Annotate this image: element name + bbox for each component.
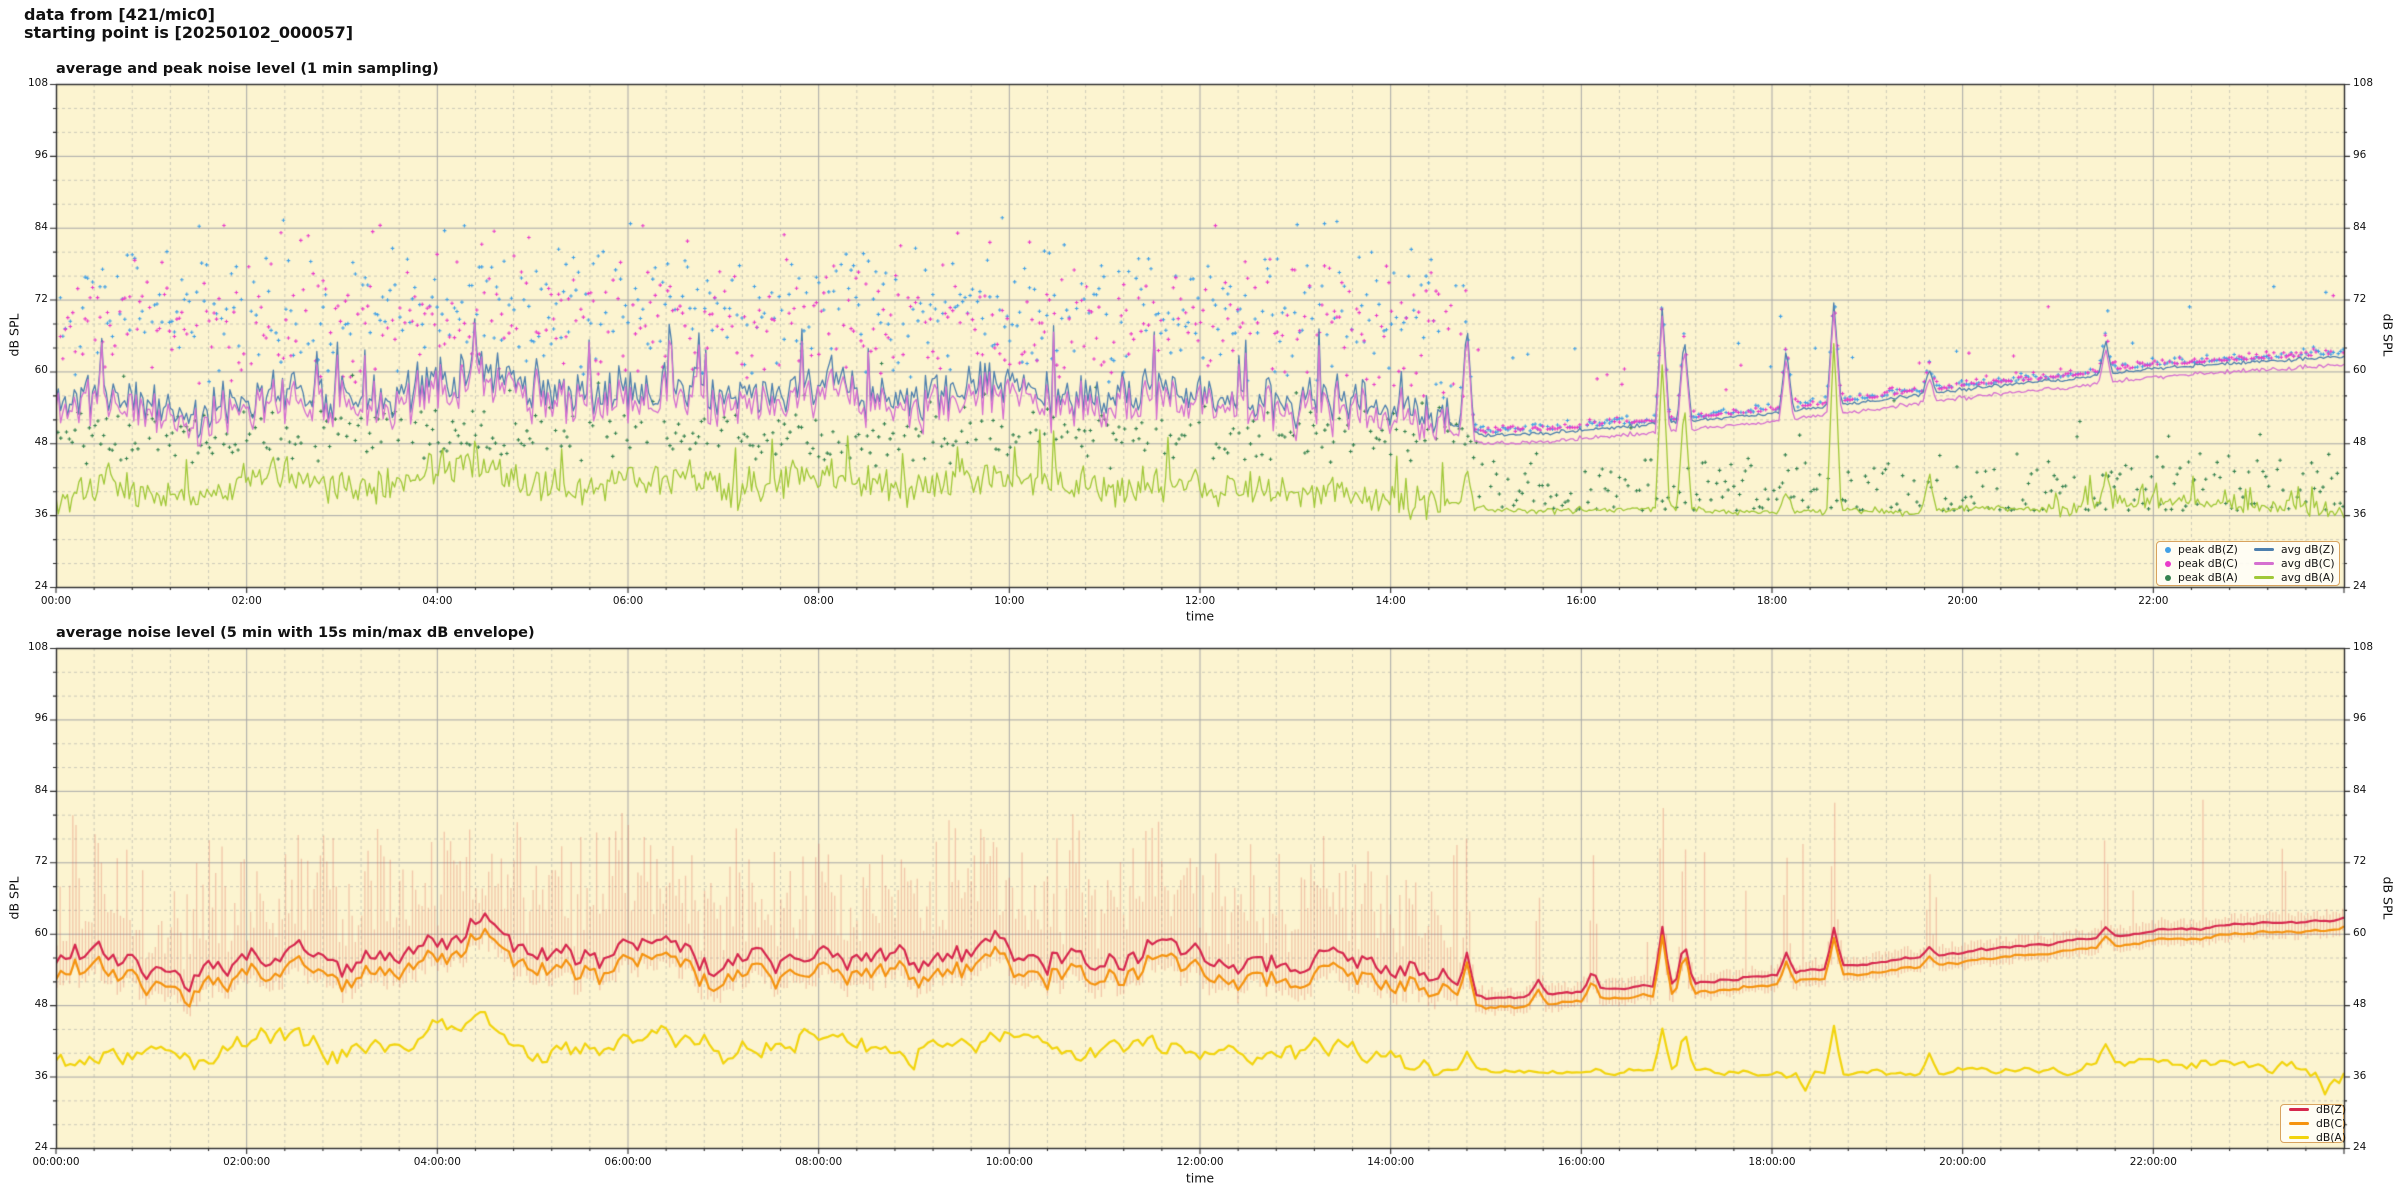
legend-dot-marker <box>2165 574 2171 581</box>
bottom-chart-yaxis-label-left: dB SPL <box>6 876 22 920</box>
y-tick-label-left: 96 <box>34 148 48 161</box>
y-tick-label-right: 96 <box>2353 148 2367 161</box>
x-tick-label: 00:00:00 <box>32 1156 80 1168</box>
y-tick-label-left: 108 <box>27 77 48 89</box>
y-tick-label-right: 108 <box>2353 641 2374 653</box>
y-tick-label-right: 96 <box>2353 712 2367 725</box>
legend-label: dB(A) <box>2316 1131 2347 1144</box>
y-tick-label-left: 60 <box>34 364 48 377</box>
y-tick-label-right: 60 <box>2353 926 2367 939</box>
legend-label: avg dB(Z) <box>2281 543 2335 556</box>
x-tick-label: 10:00:00 <box>985 1156 1033 1168</box>
bottom-chart-xaxis-label: time <box>1185 1170 1215 1186</box>
legend-label: dB(Z) <box>2316 1103 2347 1116</box>
x-tick-label: 08:00:00 <box>795 1156 843 1168</box>
legend-entry: peak dB(Z) <box>2165 543 2238 556</box>
legend-line-swatch <box>2289 1135 2309 1140</box>
y-tick-label-left: 48 <box>34 998 48 1011</box>
legend-label: peak dB(A) <box>2178 571 2238 584</box>
legend-entry: avg dB(C) <box>2254 557 2335 570</box>
y-tick-label-right: 60 <box>2353 364 2367 377</box>
x-tick-label: 18:00:00 <box>1748 1156 1796 1168</box>
header-starting-point: starting point is [20250102_000057] <box>24 23 354 42</box>
top-chart-xaxis-label: time <box>1185 608 1215 624</box>
y-tick-label-left: 36 <box>34 1069 48 1082</box>
x-tick-label: 02:00 <box>231 595 262 607</box>
legend-entry: dB(C) <box>2289 1117 2346 1130</box>
x-tick-label: 06:00 <box>612 595 644 607</box>
legend-line-swatch <box>2254 575 2275 580</box>
y-tick-label-right: 72 <box>2353 855 2367 868</box>
y-tick-label-right: 108 <box>2353 77 2374 89</box>
legend-entry: dB(Z) <box>2289 1103 2346 1116</box>
top-chart-title: average and peak noise level (1 min samp… <box>56 61 439 77</box>
top-chart-yaxis-label-right: dB SPL <box>2380 313 2396 357</box>
legend-entry: peak dB(C) <box>2165 557 2238 570</box>
x-tick-label: 20:00 <box>1947 595 1978 607</box>
y-tick-label-left: 24 <box>34 580 48 592</box>
y-tick-label-left: 36 <box>34 508 48 521</box>
x-tick-label: 12:00:00 <box>1176 1156 1224 1168</box>
y-tick-label-left: 60 <box>34 926 48 939</box>
y-tick-label-right: 48 <box>2353 436 2367 449</box>
legend-label: peak dB(Z) <box>2178 543 2238 556</box>
y-tick-label-left: 96 <box>34 712 48 725</box>
x-tick-label: 18:00 <box>1756 595 1788 607</box>
y-tick-label-right: 24 <box>2353 1141 2367 1153</box>
x-tick-label: 08:00 <box>803 595 834 607</box>
x-tick-label: 16:00 <box>1566 595 1597 607</box>
top-chart-legend: peak dB(Z) avg dB(Z) peak dB(C) avg dB(C) pe… <box>2156 541 2340 586</box>
legend-label: avg dB(C) <box>2281 557 2335 570</box>
y-tick-label-right: 84 <box>2353 783 2367 796</box>
y-tick-label-left: 84 <box>34 220 48 233</box>
x-tick-label: 22:00:00 <box>2129 1156 2177 1168</box>
x-tick-label: 02:00:00 <box>223 1156 271 1168</box>
y-tick-label-left: 24 <box>34 1141 48 1153</box>
bottom-chart-yaxis-label-right: dB SPL <box>2380 876 2396 920</box>
x-tick-label: 14:00 <box>1375 595 1406 607</box>
legend-label: dB(C) <box>2316 1117 2347 1130</box>
legend-label: peak dB(C) <box>2178 557 2239 570</box>
legend-line-swatch <box>2289 1107 2309 1112</box>
legend-entry: dB(A) <box>2289 1131 2346 1144</box>
y-tick-label-left: 72 <box>34 292 48 305</box>
bottom-chart-legend: dB(Z) dB(C) dB(A) <box>2280 1103 2346 1144</box>
x-tick-label: 16:00:00 <box>1557 1156 1605 1168</box>
legend-dot-marker <box>2165 560 2171 567</box>
y-tick-label-right: 84 <box>2353 220 2367 233</box>
y-tick-label-left: 108 <box>27 641 48 653</box>
x-tick-label: 00:00 <box>40 595 72 607</box>
legend-line-swatch <box>2254 561 2275 566</box>
legend-dot-marker <box>2165 546 2171 553</box>
x-tick-label: 12:00 <box>1184 595 1216 607</box>
legend-entry: avg dB(A) <box>2254 571 2335 584</box>
x-tick-label: 04:00:00 <box>413 1156 461 1168</box>
legend-line-swatch <box>2254 547 2275 552</box>
x-tick-label: 06:00:00 <box>604 1156 652 1168</box>
y-tick-label-left: 72 <box>34 855 48 868</box>
x-tick-label: 10:00 <box>994 595 1025 607</box>
bottom-chart-title: average noise level (5 min with 15s min/… <box>56 625 535 641</box>
legend-entry: peak dB(A) <box>2165 571 2238 584</box>
y-tick-label-right: 36 <box>2353 1069 2367 1082</box>
legend-entry: avg dB(Z) <box>2254 543 2335 556</box>
legend-label: avg dB(A) <box>2281 571 2335 584</box>
x-tick-label: 14:00:00 <box>1367 1156 1415 1168</box>
x-tick-label: 20:00:00 <box>1939 1156 1987 1168</box>
y-tick-label-right: 48 <box>2353 998 2367 1011</box>
y-tick-label-right: 36 <box>2353 508 2367 521</box>
header-data-source: data from [421/mic0] <box>24 5 215 24</box>
x-tick-label: 22:00 <box>2138 595 2169 607</box>
legend-line-swatch <box>2289 1121 2309 1126</box>
y-tick-label-left: 48 <box>34 436 48 449</box>
y-tick-label-left: 84 <box>34 783 48 796</box>
y-tick-label-right: 72 <box>2353 292 2367 305</box>
y-tick-label-right: 24 <box>2353 580 2367 592</box>
top-chart-yaxis-label-left: dB SPL <box>6 313 22 357</box>
x-tick-label: 04:00 <box>422 595 453 607</box>
